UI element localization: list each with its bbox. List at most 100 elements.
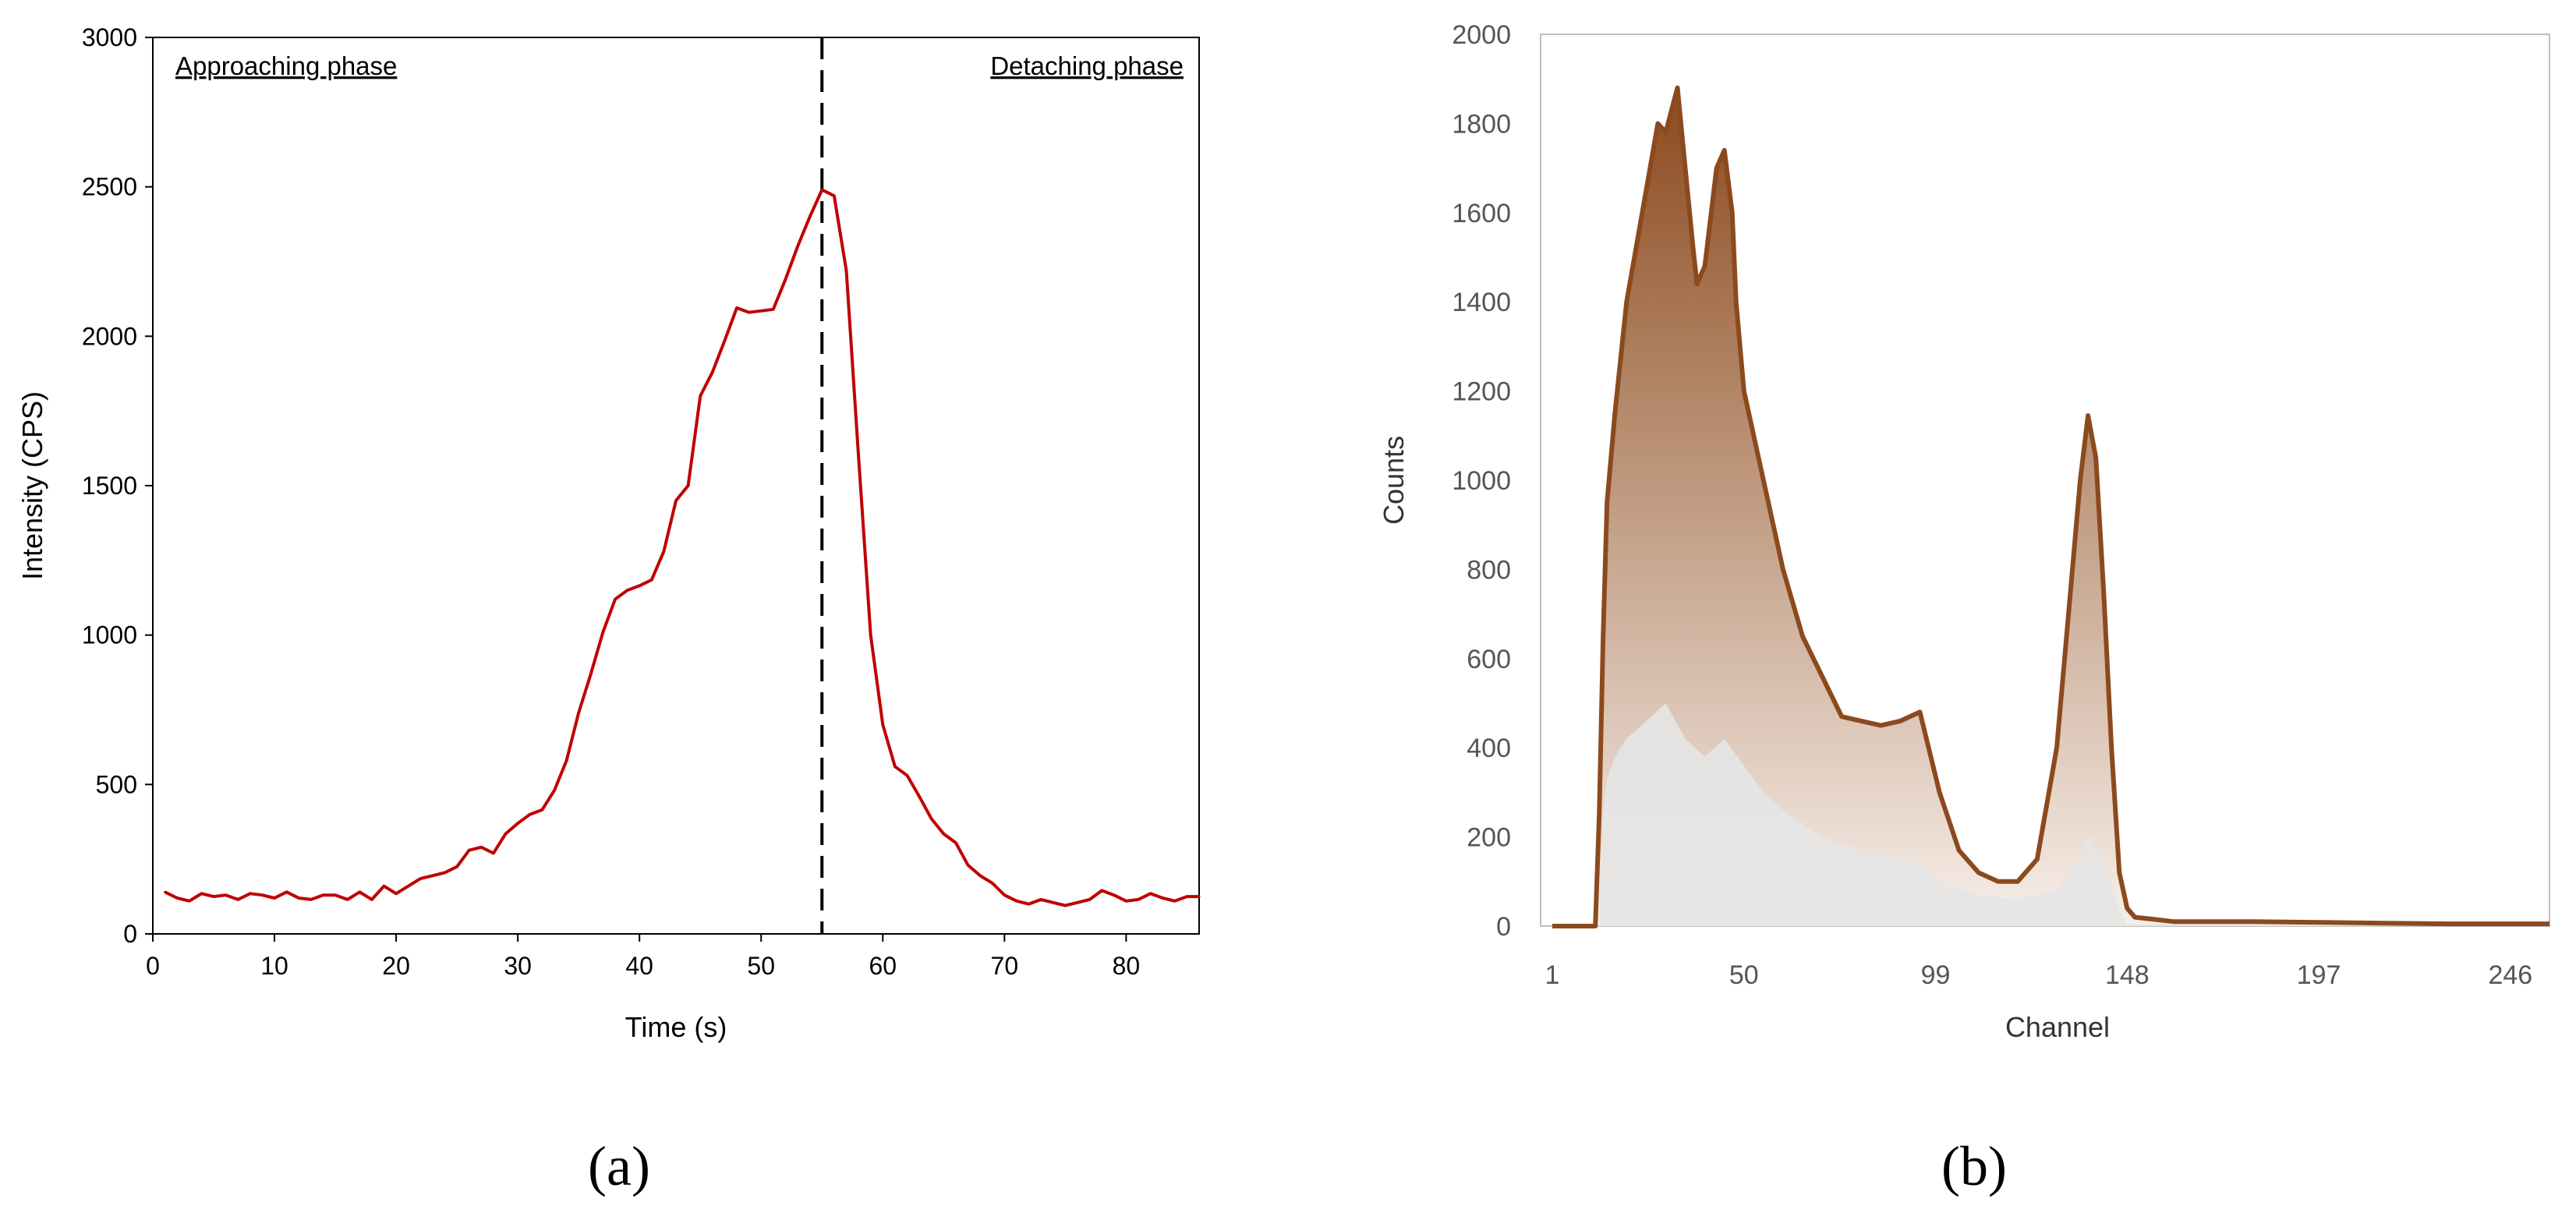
intensity-data-point bbox=[759, 309, 763, 313]
intensity-data-point bbox=[1052, 901, 1055, 904]
intensity-data-point bbox=[638, 584, 641, 587]
chart-a-x-tick-label: 60 bbox=[869, 952, 897, 980]
intensity-data-point bbox=[772, 308, 775, 311]
chart-a-x-tick-label: 0 bbox=[146, 952, 160, 980]
chart-a-y-tick-label: 2500 bbox=[82, 173, 137, 201]
intensity-data-point bbox=[200, 892, 203, 895]
chart-b-y-ticks: 0 200 400 600 800 1000 1200 1400 1600 1800 2000 bbox=[1452, 20, 1511, 942]
intensity-data-point bbox=[431, 874, 434, 877]
intensity-data-point bbox=[310, 898, 313, 901]
intensity-data-point bbox=[1088, 898, 1092, 901]
chart-b-y-tick-label: 1600 bbox=[1452, 199, 1511, 228]
intensity-data-point bbox=[529, 813, 532, 816]
intensity-data-point bbox=[723, 339, 726, 342]
chart-b-y-tick-label: 2000 bbox=[1452, 20, 1511, 50]
chart-a-x-tick-label: 40 bbox=[625, 952, 653, 980]
chart-b-y-axis-label: Counts bbox=[1378, 436, 1410, 525]
intensity-data-point bbox=[820, 189, 823, 191]
intensity-data-point bbox=[1173, 900, 1177, 903]
intensity-data-point bbox=[699, 394, 702, 398]
chart-b-x-tick-label: 50 bbox=[1729, 960, 1759, 990]
chart-a-y-tick-label: 1500 bbox=[82, 472, 137, 500]
chart-a-x-tick-label: 20 bbox=[382, 952, 410, 980]
intensity-data-point bbox=[1124, 900, 1127, 903]
intensity-data-point bbox=[626, 589, 629, 592]
intensity-data-point bbox=[1137, 898, 1140, 901]
intensity-data-point bbox=[492, 852, 495, 854]
intensity-data-point bbox=[188, 900, 191, 903]
intensity-data-point bbox=[711, 370, 714, 373]
intensity-data-point bbox=[1063, 904, 1067, 907]
chart-b-x-tick-label: 197 bbox=[2297, 960, 2341, 990]
intensity-data-point bbox=[844, 269, 847, 272]
intensity-data-point bbox=[1185, 895, 1188, 898]
intensity-data-point bbox=[1015, 900, 1018, 903]
intensity-data-point bbox=[614, 598, 617, 601]
intensity-data-point bbox=[297, 896, 300, 900]
chart-b-x-axis-label: Channel bbox=[2005, 1011, 2110, 1043]
chart-a-plot-frame bbox=[152, 37, 1200, 935]
chart-a-x-tick-label: 70 bbox=[991, 952, 1019, 980]
intensity-data-point bbox=[687, 484, 690, 487]
intensity-data-point bbox=[565, 759, 568, 762]
chart-b-y-tick-label: 400 bbox=[1467, 734, 1511, 763]
intensity-data-point bbox=[893, 765, 897, 768]
intensity-data-point bbox=[978, 874, 982, 877]
intensity-data-point bbox=[407, 885, 410, 888]
intensity-data-point bbox=[260, 893, 264, 896]
chart-a: 0 500 1000 1500 2000 2500 3000 0 10 20 30 40 50 60 70… bbox=[16, 23, 1201, 1197]
intensity-data-point bbox=[942, 833, 945, 836]
chart-a-data-points bbox=[164, 189, 1201, 907]
intensity-data-point bbox=[382, 885, 385, 888]
intensity-data-point bbox=[370, 898, 373, 901]
chart-a-x-tick-label: 50 bbox=[747, 952, 775, 980]
intensity-data-point bbox=[991, 882, 994, 885]
intensity-data-point bbox=[321, 893, 324, 896]
intensity-data-point bbox=[1028, 903, 1031, 906]
intensity-data-point bbox=[468, 849, 471, 852]
intensity-data-point bbox=[881, 723, 884, 727]
intensity-data-point bbox=[869, 634, 872, 637]
intensity-data-point bbox=[601, 631, 604, 634]
intensity-data-point bbox=[1100, 889, 1103, 892]
chart-a-x-tick-label: 10 bbox=[260, 952, 288, 980]
intensity-data-point bbox=[516, 822, 519, 825]
intensity-data-point bbox=[504, 833, 508, 836]
counts-spectrum-outline bbox=[1552, 85, 2549, 928]
chart-b-y-tick-label: 1400 bbox=[1452, 288, 1511, 317]
intensity-data-point bbox=[650, 578, 653, 582]
counts-spectrum-area bbox=[1552, 87, 2549, 927]
chart-b-y-tick-label: 1200 bbox=[1452, 377, 1511, 407]
intensity-data-point bbox=[1076, 901, 1079, 904]
intensity-data-point bbox=[1198, 895, 1201, 898]
intensity-data-point bbox=[857, 454, 860, 458]
intensity-data-point bbox=[175, 896, 179, 900]
intensity-data-point bbox=[164, 890, 167, 893]
chart-a-y-tick-label: 1000 bbox=[82, 621, 137, 649]
intensity-data-point bbox=[954, 841, 957, 844]
chart-a-y-ticks: 0 500 1000 1500 2000 2500 3000 bbox=[82, 23, 153, 948]
chart-a-y-tick-label: 3000 bbox=[82, 23, 137, 51]
chart-a-y-tick-label: 500 bbox=[96, 770, 137, 798]
intensity-data-point bbox=[930, 817, 933, 820]
intensity-data-point bbox=[967, 864, 970, 867]
counts-spectrum-inner-area bbox=[1552, 703, 2549, 926]
intensity-data-point bbox=[334, 893, 337, 896]
chart-b-x-tick-label: 148 bbox=[2105, 960, 2150, 990]
intensity-data-point bbox=[225, 893, 228, 896]
intensity-data-point bbox=[1161, 896, 1164, 900]
chart-b-y-tick-label: 1800 bbox=[1452, 109, 1511, 139]
chart-a-x-ticks: 0 10 20 30 40 50 60 70 80 bbox=[146, 934, 1140, 980]
intensity-data-point bbox=[748, 311, 751, 314]
intensity-data-point bbox=[918, 795, 921, 798]
intensity-data-point bbox=[577, 711, 580, 714]
detaching-phase-label: Detaching phase bbox=[990, 51, 1184, 80]
intensity-data-point bbox=[346, 898, 349, 901]
chart-b-x-tick-label: 246 bbox=[2488, 960, 2532, 990]
panel-label-b: (b) bbox=[1941, 1135, 2007, 1197]
intensity-line bbox=[164, 188, 1199, 907]
intensity-data-point bbox=[212, 895, 215, 898]
intensity-data-point bbox=[249, 892, 252, 895]
intensity-data-point bbox=[784, 278, 787, 281]
intensity-data-point bbox=[833, 194, 836, 197]
